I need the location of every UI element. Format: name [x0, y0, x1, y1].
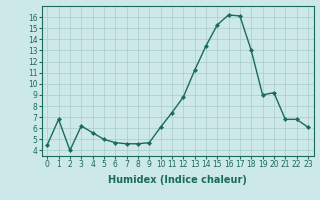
- X-axis label: Humidex (Indice chaleur): Humidex (Indice chaleur): [108, 175, 247, 185]
